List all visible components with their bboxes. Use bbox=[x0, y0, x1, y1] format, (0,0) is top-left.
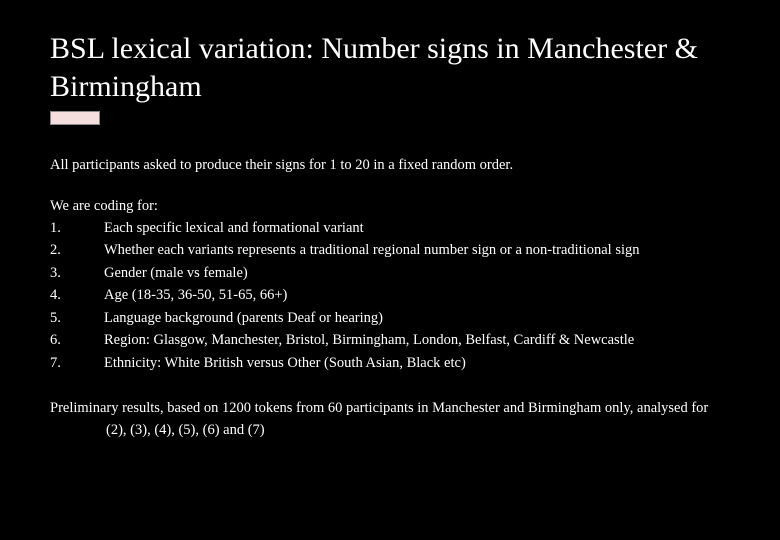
list-item: 1. Each specific lexical and formational… bbox=[50, 217, 730, 239]
item-number: 6. bbox=[50, 329, 104, 351]
item-text: Region: Glasgow, Manchester, Bristol, Bi… bbox=[104, 329, 730, 351]
item-number: 7. bbox=[50, 352, 104, 374]
decorative-box bbox=[50, 111, 100, 125]
coding-list: 1. Each specific lexical and formational… bbox=[50, 217, 730, 374]
item-text: Age (18-35, 36-50, 51-65, 66+) bbox=[104, 284, 730, 306]
list-item: 4. Age (18-35, 36-50, 51-65, 66+) bbox=[50, 284, 730, 306]
slide-title: BSL lexical variation: Number signs in M… bbox=[50, 30, 730, 105]
preliminary-results: Preliminary results, based on 1200 token… bbox=[106, 398, 730, 442]
list-item: 5. Language background (parents Deaf or … bbox=[50, 307, 730, 329]
item-text: Language background (parents Deaf or hea… bbox=[104, 307, 730, 329]
item-text: Gender (male vs female) bbox=[104, 262, 730, 284]
list-item: 3. Gender (male vs female) bbox=[50, 262, 730, 284]
intro-text: All participants asked to produce their … bbox=[50, 157, 730, 174]
item-text: Whether each variants represents a tradi… bbox=[104, 239, 730, 261]
list-item: 6. Region: Glasgow, Manchester, Bristol,… bbox=[50, 329, 730, 351]
list-item: 2. Whether each variants represents a tr… bbox=[50, 239, 730, 261]
item-number: 5. bbox=[50, 307, 104, 329]
item-number: 1. bbox=[50, 217, 104, 239]
item-number: 2. bbox=[50, 239, 104, 261]
item-number: 3. bbox=[50, 262, 104, 284]
list-item: 7. Ethnicity: White British versus Other… bbox=[50, 352, 730, 374]
item-number: 4. bbox=[50, 284, 104, 306]
item-text: Ethnicity: White British versus Other (S… bbox=[104, 352, 730, 374]
item-text: Each specific lexical and formational va… bbox=[104, 217, 730, 239]
coding-label: We are coding for: bbox=[50, 198, 730, 215]
